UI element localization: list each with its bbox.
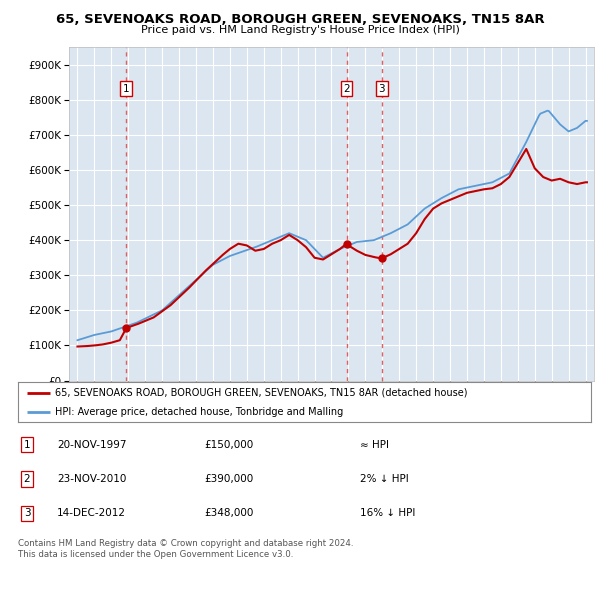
Text: ≈ HPI: ≈ HPI bbox=[360, 440, 389, 450]
Text: £390,000: £390,000 bbox=[204, 474, 253, 484]
Text: 1: 1 bbox=[23, 440, 31, 450]
Text: 2% ↓ HPI: 2% ↓ HPI bbox=[360, 474, 409, 484]
Text: 23-NOV-2010: 23-NOV-2010 bbox=[57, 474, 127, 484]
Text: 65, SEVENOAKS ROAD, BOROUGH GREEN, SEVENOAKS, TN15 8AR (detached house): 65, SEVENOAKS ROAD, BOROUGH GREEN, SEVEN… bbox=[55, 388, 468, 398]
Text: 2: 2 bbox=[23, 474, 31, 484]
Text: 2: 2 bbox=[343, 84, 350, 94]
Text: Contains HM Land Registry data © Crown copyright and database right 2024.
This d: Contains HM Land Registry data © Crown c… bbox=[18, 539, 353, 559]
Text: £150,000: £150,000 bbox=[204, 440, 253, 450]
Text: 20-NOV-1997: 20-NOV-1997 bbox=[57, 440, 127, 450]
Text: 3: 3 bbox=[379, 84, 385, 94]
Text: Price paid vs. HM Land Registry's House Price Index (HPI): Price paid vs. HM Land Registry's House … bbox=[140, 25, 460, 35]
Text: 65, SEVENOAKS ROAD, BOROUGH GREEN, SEVENOAKS, TN15 8AR: 65, SEVENOAKS ROAD, BOROUGH GREEN, SEVEN… bbox=[56, 13, 544, 26]
Text: 14-DEC-2012: 14-DEC-2012 bbox=[57, 509, 126, 518]
Text: £348,000: £348,000 bbox=[204, 509, 253, 518]
Text: 1: 1 bbox=[123, 84, 130, 94]
Text: HPI: Average price, detached house, Tonbridge and Malling: HPI: Average price, detached house, Tonb… bbox=[55, 407, 343, 417]
Text: 16% ↓ HPI: 16% ↓ HPI bbox=[360, 509, 415, 518]
Text: 3: 3 bbox=[23, 509, 31, 518]
